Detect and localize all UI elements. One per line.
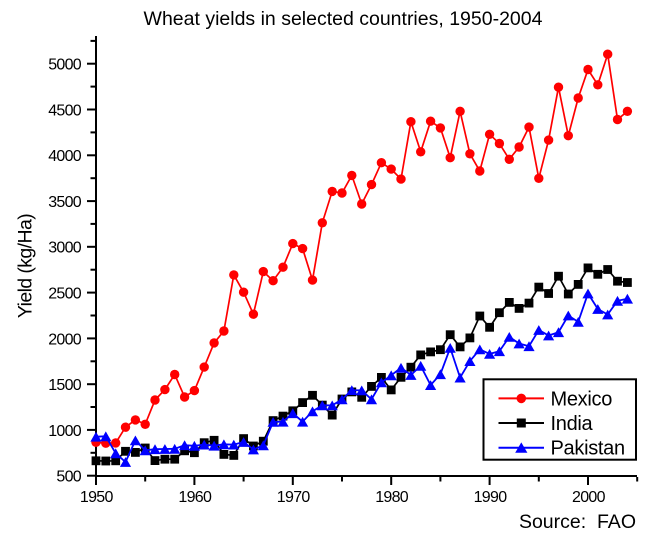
svg-text:5000: 5000: [48, 57, 82, 74]
svg-text:500: 500: [56, 469, 81, 486]
svg-text:Yield (kg/Ha): Yield (kg/Ha): [15, 214, 37, 318]
svg-text:Source: FAO: Source: FAO: [519, 511, 636, 533]
svg-text:Pakistan: Pakistan: [551, 438, 625, 460]
svg-text:Mexico: Mexico: [551, 388, 613, 410]
svg-text:3000: 3000: [48, 240, 82, 257]
svg-text:1000: 1000: [48, 423, 82, 440]
svg-text:1990: 1990: [474, 489, 508, 506]
svg-text:Wheat yields in selected count: Wheat yields in selected countries, 1950…: [144, 8, 543, 30]
svg-text:4500: 4500: [48, 102, 82, 119]
svg-text:1970: 1970: [277, 489, 311, 506]
svg-text:1950: 1950: [80, 489, 114, 506]
svg-text:1980: 1980: [375, 489, 409, 506]
svg-text:4000: 4000: [48, 148, 82, 165]
svg-text:2500: 2500: [48, 286, 82, 303]
svg-text:2000: 2000: [572, 489, 606, 506]
svg-text:1960: 1960: [178, 489, 212, 506]
svg-text:3500: 3500: [48, 194, 82, 211]
svg-text:2000: 2000: [48, 331, 82, 348]
svg-text:India: India: [551, 413, 594, 435]
svg-text:1500: 1500: [48, 377, 82, 394]
